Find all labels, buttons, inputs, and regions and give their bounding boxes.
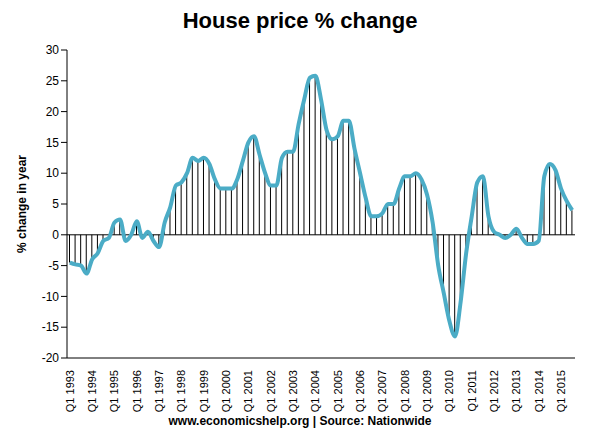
svg-text:Q1 2010: Q1 2010 [443,370,455,412]
svg-text:Q1 1998: Q1 1998 [175,370,187,412]
svg-text:Q1 1995: Q1 1995 [108,370,120,412]
svg-text:-5: -5 [48,259,59,273]
svg-text:0: 0 [52,228,59,242]
svg-text:-20: -20 [42,351,60,365]
svg-text:25: 25 [46,74,60,88]
svg-text:10: 10 [46,166,60,180]
svg-text:-15: -15 [42,320,60,334]
svg-text:Q1 1996: Q1 1996 [131,370,143,412]
svg-text:Q1 2006: Q1 2006 [354,370,366,412]
svg-text:Q1 2005: Q1 2005 [332,370,344,412]
svg-text:Q1 2008: Q1 2008 [399,370,411,412]
svg-text:Q1 2002: Q1 2002 [265,370,277,412]
svg-text:Q1 1993: Q1 1993 [64,370,76,412]
svg-text:Q1 2007: Q1 2007 [376,370,388,412]
svg-text:Q1 2014: Q1 2014 [533,370,545,412]
svg-text:20: 20 [46,105,60,119]
svg-text:Q1 2000: Q1 2000 [220,370,232,412]
svg-text:30: 30 [46,43,60,57]
svg-text:-10: -10 [42,290,60,304]
svg-text:Q1 2012: Q1 2012 [488,370,500,412]
svg-text:Q1 2015: Q1 2015 [555,370,567,412]
svg-text:Q1 2013: Q1 2013 [510,370,522,412]
svg-text:Q1 2001: Q1 2001 [242,370,254,412]
html-text:House price % change: House price % change [182,8,418,33]
svg-text:Q1 2011: Q1 2011 [466,370,478,411]
svg-text:Q1 1999: Q1 1999 [198,370,210,412]
svg-text:Q1 1997: Q1 1997 [153,370,165,412]
html-text:www.economicshelp.org | Source: www.economicshelp.org | Source: Nationwi… [168,414,432,428]
svg-text:15: 15 [46,136,60,150]
svg-text:Q1 2004: Q1 2004 [309,370,321,412]
svg-text:% change in year: % change in year [15,155,29,253]
svg-text:Q1 1994: Q1 1994 [86,370,98,412]
svg-text:Q1 2009: Q1 2009 [421,370,433,412]
svg-text:5: 5 [52,197,59,211]
svg-text:Q1 2003: Q1 2003 [287,370,299,412]
